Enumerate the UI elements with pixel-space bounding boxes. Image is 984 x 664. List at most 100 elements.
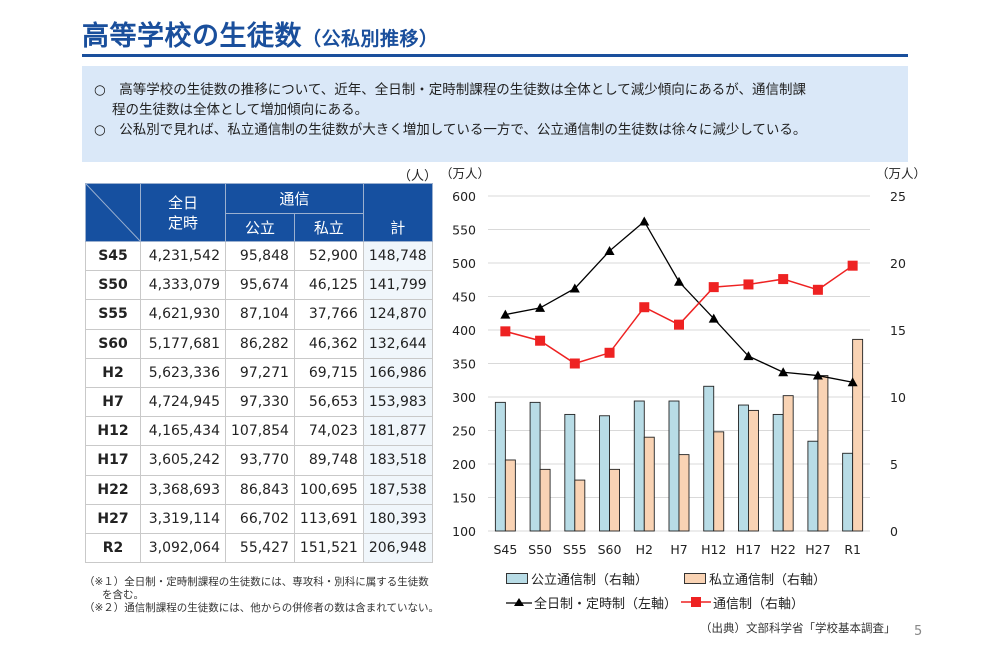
table-row: S50 4,333,079 95,674 46,125 141,799	[85, 270, 433, 301]
table-row: H27 3,319,114 66,702 113,691 180,393	[85, 503, 433, 534]
cell-private: 56,653	[293, 386, 364, 418]
marker-tsushin	[500, 326, 511, 337]
summary-box: ○ 高等学校の生徒数の推移について、近年、全日制・定時制課程の生徒数は全体として…	[82, 66, 908, 162]
table-corner-cell	[85, 183, 141, 242]
cell-zennichi: 4,724,945	[140, 386, 226, 418]
header-zennichi-line2: 定時	[167, 213, 198, 232]
bar-private	[504, 459, 516, 532]
cell-zennichi: 3,319,114	[140, 503, 226, 534]
table-row: H22 3,368,693 86,843 100,695 187,538	[85, 474, 433, 505]
title-underline	[82, 54, 908, 57]
cell-year: H27	[85, 503, 141, 534]
summary-bullet-1-cont: 程の生徒数は全体として増加傾向にある。	[112, 102, 369, 118]
footnotes: （※１）全日制・定時制課程の生徒数には、専攻科・別科に属する生徒数 を含む。 （…	[84, 576, 439, 615]
bar-private	[782, 395, 794, 532]
cell-private: 100,695	[293, 474, 364, 505]
table-row: H12 4,165,434 107,854 74,023 181,877	[85, 416, 433, 447]
cell-private: 89,748	[293, 445, 364, 476]
cell-year: S55	[85, 299, 141, 330]
right-axis-unit: （万人）	[876, 166, 926, 181]
cell-private: 46,362	[293, 328, 364, 359]
cell-zennichi: 5,623,336	[140, 357, 226, 388]
bar-private	[678, 454, 690, 532]
footnote-2: （※２）通信制課程の生徒数には、他からの併修者の数は含まれていない。	[84, 602, 439, 614]
marker-tsushin	[674, 319, 684, 330]
cell-year: H22	[85, 474, 141, 505]
left-tick-label: 400	[452, 323, 476, 338]
x-tick-label: H22	[771, 542, 796, 557]
cell-total: 181,877	[362, 416, 433, 447]
summary-bullet-1: ○ 高等学校の生徒数の推移について、近年、全日制・定時制課程の生徒数は全体として…	[94, 82, 807, 98]
cell-total: 180,393	[362, 503, 433, 534]
left-tick-label: 500	[452, 256, 476, 271]
cell-public: 55,427	[225, 532, 295, 564]
header-tsushin: 通信	[225, 183, 364, 214]
title-subtitle: （公私別推移）	[302, 28, 439, 50]
header-public: 公立	[225, 213, 295, 242]
cell-year: H12	[85, 416, 141, 447]
legend-public-label: 公立通信制（右軸）	[531, 572, 649, 588]
legend-zennichi: 全日制・定時制（左軸）	[506, 593, 677, 612]
bar-public	[772, 413, 784, 532]
table-row: R2 3,092,064 55,427 151,521 206,948	[85, 532, 433, 564]
marker-tsushin	[743, 279, 754, 290]
table-row: S55 4,621,930 87,104 37,766 124,870	[85, 299, 433, 330]
bar-public	[599, 415, 610, 532]
marker-zennichi	[708, 313, 719, 323]
x-tick-label: R1	[844, 542, 861, 557]
cell-private: 69,715	[293, 357, 364, 388]
header-zennichi-line1: 全日	[167, 193, 198, 212]
left-tick-label: 300	[452, 390, 476, 405]
right-tick-label: 20	[890, 256, 906, 271]
bar-private	[852, 338, 864, 532]
cell-total: 153,983	[362, 386, 433, 418]
cell-total: 187,538	[362, 474, 433, 505]
bar-public	[807, 440, 819, 532]
right-tick-label: 25	[890, 189, 906, 204]
cell-public: 95,848	[225, 240, 295, 272]
marker-zennichi	[812, 370, 823, 380]
legend-zennichi-label: 全日制・定時制（左軸）	[534, 596, 678, 612]
header-zennichi: 全日 定時	[140, 183, 226, 242]
cell-public: 86,282	[225, 328, 295, 359]
marker-zennichi	[847, 377, 858, 387]
bar-private	[748, 409, 759, 532]
bar-private	[574, 479, 586, 532]
cell-zennichi: 3,092,064	[140, 532, 226, 564]
table-unit: （人）	[398, 169, 438, 184]
x-tick-label: H12	[701, 542, 726, 557]
cell-public: 93,770	[225, 445, 295, 476]
bar-public	[668, 400, 680, 532]
bar-public	[703, 385, 715, 532]
cell-zennichi: 4,333,079	[140, 270, 226, 301]
source-citation: （出典）文部科学省「学校基本調査」	[700, 621, 896, 635]
cell-year: S45	[85, 240, 141, 272]
cell-public: 97,271	[225, 357, 295, 388]
cell-year: S60	[85, 328, 141, 359]
x-tick-label: S60	[598, 542, 622, 557]
left-tick-label: 200	[452, 457, 476, 472]
left-tick-label: 100	[452, 524, 476, 539]
cell-year: R2	[85, 532, 141, 564]
legend-tsushin: 通信制（右軸）	[681, 593, 804, 612]
marker-tsushin	[535, 335, 546, 346]
marker-zennichi	[743, 351, 754, 361]
right-tick-label: 5	[890, 457, 898, 472]
cell-total: 206,948	[362, 532, 433, 564]
header-blank	[362, 183, 433, 214]
bar-public	[564, 413, 576, 532]
summary-bullet-2: ○ 公私別で見れば、私立通信制の生徒数が大きく増加している一方で、公立通信制の生…	[94, 122, 807, 138]
bar-public	[494, 401, 506, 532]
page-title: 高等学校の生徒数（公私別推移）	[82, 14, 439, 53]
table-row: S60 5,177,681 86,282 46,362 132,644	[85, 328, 433, 359]
cell-private: 151,521	[293, 532, 364, 564]
legend-private-swatch	[684, 572, 707, 584]
cell-public: 66,702	[225, 503, 295, 534]
cell-zennichi: 4,165,434	[140, 416, 226, 447]
cell-zennichi: 5,177,681	[140, 328, 226, 359]
cell-zennichi: 4,231,542	[140, 240, 226, 272]
legend-tsushin-label: 通信制（右軸）	[713, 596, 805, 612]
legend-private: 私立通信制（右軸）	[684, 569, 826, 588]
marker-tsushin	[708, 282, 719, 293]
cell-public: 87,104	[225, 299, 295, 330]
